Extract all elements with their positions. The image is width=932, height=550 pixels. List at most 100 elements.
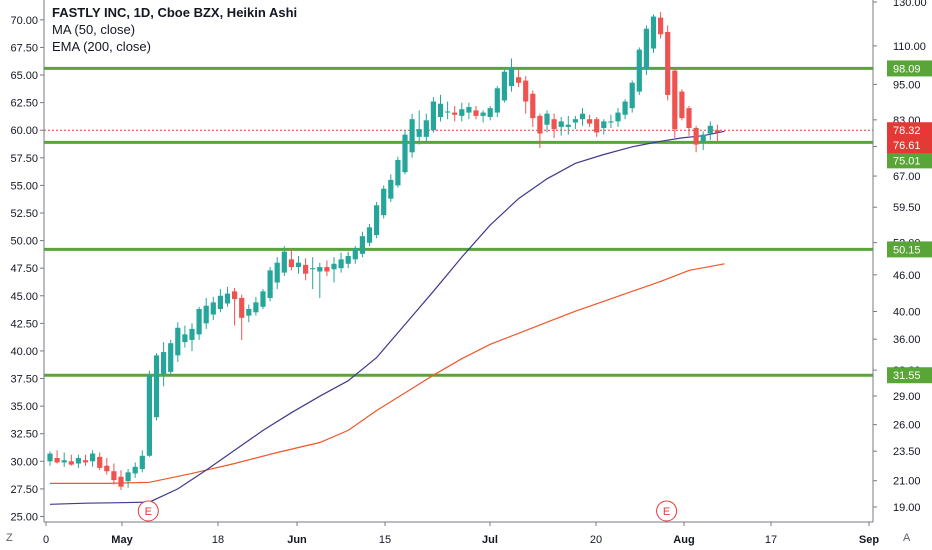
left-price-axis: 25.00 27.50 30.00 32.50 35.00 37.50 40.00 42.50… (10, 15, 44, 523)
candle-body (175, 327, 181, 356)
time-tick-label: 20 (590, 534, 602, 546)
left-tick-label: 52.50 (10, 208, 38, 220)
left-tick-label: 40.00 (10, 346, 38, 358)
chart-legend: FASTLY INC, 1D, Cboe BZX, Heikin Ashi MA… (52, 4, 297, 55)
candle-body (587, 119, 593, 124)
left-tick-label: 57.50 (10, 153, 38, 165)
time-tick-label: 0 (43, 534, 49, 546)
candle-body (402, 134, 408, 173)
candle-body (430, 101, 436, 131)
candle-body (537, 115, 543, 134)
right-tick-label: 110.00 (893, 41, 926, 53)
earnings-marker-label: E (663, 506, 670, 518)
candle-body (707, 125, 713, 134)
candle-body (565, 124, 571, 127)
candle-body (480, 112, 486, 116)
level-badge-bg (887, 241, 932, 258)
candle-body (494, 88, 500, 113)
candle-body (132, 466, 138, 474)
left-tick-label: 50.00 (10, 236, 38, 248)
candle-body (579, 113, 586, 120)
candles (47, 12, 720, 490)
candle-body (267, 270, 273, 298)
legend-title: FASTLY INC, 1D, Cboe BZX, Heikin Ashi (52, 5, 298, 20)
candle-body (459, 109, 465, 116)
candle-body (601, 121, 607, 129)
right-tick-label: 26.00 (893, 420, 921, 432)
candle-body (331, 263, 337, 270)
candle-body (523, 80, 529, 102)
candle-body (260, 291, 266, 307)
candle-body (54, 457, 60, 463)
corner-right-label[interactable]: A (903, 532, 911, 544)
candle-body (68, 461, 74, 465)
candle-body (466, 107, 472, 113)
time-tick-label: 17 (765, 534, 777, 546)
candle-body (530, 93, 536, 119)
left-tick-label: 35.00 (10, 401, 38, 413)
candle-body (232, 291, 238, 300)
level-badge-bg (887, 152, 932, 169)
level-badge: 31.55 (893, 370, 921, 382)
left-tick-label: 47.50 (10, 263, 38, 275)
candle-body (437, 103, 444, 117)
earnings-marker (656, 500, 678, 522)
candle-body (508, 68, 515, 87)
left-tick-label: 37.50 (10, 374, 38, 386)
candle-body (253, 302, 259, 313)
candle-body (217, 295, 223, 310)
candle-body (700, 134, 706, 142)
left-tick-label: 62.50 (10, 98, 38, 110)
candle-body (288, 259, 294, 268)
right-tick-label: 59.50 (893, 202, 921, 214)
price-badges: 98.09 75.01 50.15 31.55 78.32 76.61 (887, 60, 932, 384)
right-tick-label: 130.00 (893, 0, 927, 9)
candle-body (359, 236, 365, 254)
candle-body (168, 343, 174, 372)
candle-body (246, 309, 252, 316)
axes (43, 0, 874, 523)
corner-left-label[interactable]: Z (6, 532, 13, 544)
candle-body (714, 130, 720, 133)
legend-ema: EMA (200, close) (52, 39, 151, 54)
extra-price-badge: 76.61 (893, 140, 921, 152)
candle-body (125, 472, 131, 482)
candle-body (295, 262, 302, 268)
time-tick-label: Sep (859, 534, 879, 546)
candle-body (90, 453, 96, 462)
candle-body (324, 267, 330, 272)
candle-body (473, 110, 479, 116)
candle-body (501, 71, 507, 101)
left-tick-label: 27.50 (10, 484, 38, 496)
candle-body (303, 264, 309, 274)
candle-body (274, 262, 280, 283)
earnings-marker-label: E (145, 506, 152, 518)
candle-body (395, 160, 401, 186)
level-badge: 50.15 (893, 244, 921, 256)
candle-body (544, 113, 550, 125)
candle-body (658, 17, 664, 35)
left-tick-label: 65.00 (10, 70, 38, 82)
candle-body (210, 302, 216, 315)
candle-body (452, 112, 458, 115)
last-price-badge: 78.32 (893, 125, 921, 137)
candle-body (643, 28, 649, 70)
time-tick-label: Jul (482, 534, 498, 546)
candle-body (182, 334, 188, 343)
candle-body (409, 119, 415, 153)
candle-body (111, 471, 117, 481)
candle-body (189, 328, 195, 340)
candle-body (338, 259, 344, 269)
candle-body (118, 476, 124, 487)
candle-body (352, 248, 358, 260)
candle-body (615, 112, 621, 122)
candle-body (650, 16, 657, 49)
left-tick-label: 42.50 (10, 318, 38, 330)
left-tick-label: 30.00 (10, 456, 38, 468)
candle-body (104, 465, 110, 472)
candle-body (672, 70, 678, 130)
candle-body (203, 305, 209, 324)
candle-body (366, 227, 373, 243)
